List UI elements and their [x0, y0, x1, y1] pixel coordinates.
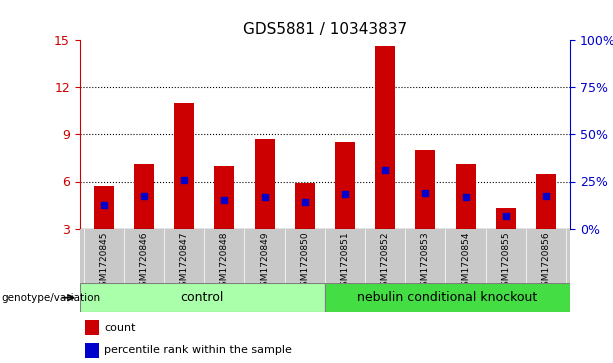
- Text: GSM1720852: GSM1720852: [381, 232, 390, 292]
- Text: GSM1720856: GSM1720856: [541, 232, 550, 292]
- Text: control: control: [181, 291, 224, 304]
- Text: nebulin conditional knockout: nebulin conditional knockout: [357, 291, 538, 304]
- Text: GSM1720847: GSM1720847: [180, 232, 189, 292]
- Text: GSM1720851: GSM1720851: [340, 232, 349, 292]
- Text: GSM1720849: GSM1720849: [260, 232, 269, 292]
- Text: GSM1720854: GSM1720854: [461, 232, 470, 292]
- Bar: [455, 164, 476, 229]
- Bar: [295, 183, 315, 229]
- Text: GSM1720848: GSM1720848: [220, 232, 229, 292]
- Bar: [325, 283, 570, 312]
- Bar: [80, 283, 325, 312]
- Text: GSM1720853: GSM1720853: [421, 232, 430, 292]
- Bar: [215, 166, 234, 229]
- Bar: [174, 103, 194, 229]
- Text: GSM1720855: GSM1720855: [501, 232, 510, 292]
- Bar: [375, 46, 395, 229]
- Text: GSM1720850: GSM1720850: [300, 232, 310, 292]
- Bar: [85, 320, 99, 335]
- Bar: [94, 186, 114, 229]
- Text: GSM1720845: GSM1720845: [99, 232, 109, 292]
- Bar: [85, 343, 99, 358]
- Bar: [536, 174, 556, 229]
- Text: GSM1720846: GSM1720846: [140, 232, 148, 292]
- Bar: [254, 139, 275, 229]
- Bar: [134, 164, 154, 229]
- Bar: [416, 150, 435, 229]
- Bar: [335, 142, 355, 229]
- Title: GDS5881 / 10343837: GDS5881 / 10343837: [243, 23, 407, 37]
- Text: count: count: [104, 323, 135, 334]
- Text: genotype/variation: genotype/variation: [2, 293, 101, 303]
- Text: percentile rank within the sample: percentile rank within the sample: [104, 345, 292, 355]
- Bar: [496, 208, 516, 229]
